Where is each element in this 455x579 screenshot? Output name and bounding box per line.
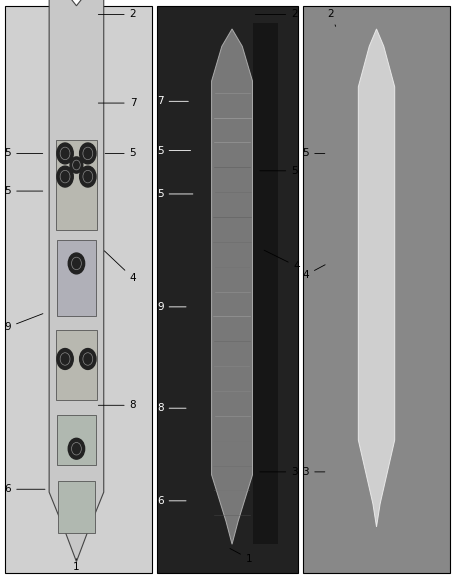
Circle shape bbox=[57, 143, 73, 164]
Circle shape bbox=[80, 349, 96, 369]
Text: 5: 5 bbox=[260, 166, 298, 176]
Bar bbox=[56, 330, 97, 400]
Circle shape bbox=[70, 157, 83, 173]
Bar bbox=[56, 140, 97, 230]
Text: 8: 8 bbox=[157, 403, 186, 413]
Text: 6: 6 bbox=[5, 484, 45, 494]
Polygon shape bbox=[49, 0, 104, 562]
Text: 1: 1 bbox=[73, 559, 80, 573]
Circle shape bbox=[68, 438, 85, 459]
Text: 7: 7 bbox=[98, 98, 136, 108]
Text: 9: 9 bbox=[5, 314, 43, 332]
Text: 5: 5 bbox=[157, 145, 191, 156]
Text: 5: 5 bbox=[157, 189, 193, 199]
Circle shape bbox=[80, 143, 96, 164]
Text: 2: 2 bbox=[328, 9, 336, 27]
Polygon shape bbox=[212, 29, 253, 544]
Text: 8: 8 bbox=[98, 400, 136, 411]
Text: 5: 5 bbox=[5, 148, 43, 159]
Bar bbox=[253, 23, 278, 544]
Text: 4: 4 bbox=[104, 251, 136, 283]
Text: 5: 5 bbox=[303, 148, 325, 159]
Bar bbox=[57, 240, 96, 316]
Text: 6: 6 bbox=[157, 496, 186, 506]
FancyBboxPatch shape bbox=[5, 6, 152, 573]
Text: 2: 2 bbox=[98, 9, 136, 20]
Text: 3: 3 bbox=[260, 467, 298, 477]
Text: 3: 3 bbox=[303, 467, 325, 477]
Circle shape bbox=[57, 349, 73, 369]
Circle shape bbox=[57, 166, 73, 187]
Text: 9: 9 bbox=[157, 302, 186, 312]
FancyBboxPatch shape bbox=[303, 6, 450, 573]
FancyBboxPatch shape bbox=[157, 6, 298, 573]
Bar bbox=[57, 416, 96, 464]
Circle shape bbox=[80, 166, 96, 187]
Bar bbox=[58, 481, 95, 533]
Text: 4: 4 bbox=[303, 265, 325, 280]
Text: 2: 2 bbox=[255, 9, 298, 20]
Text: 5: 5 bbox=[5, 186, 43, 196]
Text: 1: 1 bbox=[230, 548, 253, 564]
Text: 4: 4 bbox=[264, 250, 300, 272]
Text: 7: 7 bbox=[157, 96, 188, 107]
Polygon shape bbox=[359, 29, 395, 527]
Circle shape bbox=[68, 253, 85, 274]
Text: 5: 5 bbox=[105, 148, 136, 159]
